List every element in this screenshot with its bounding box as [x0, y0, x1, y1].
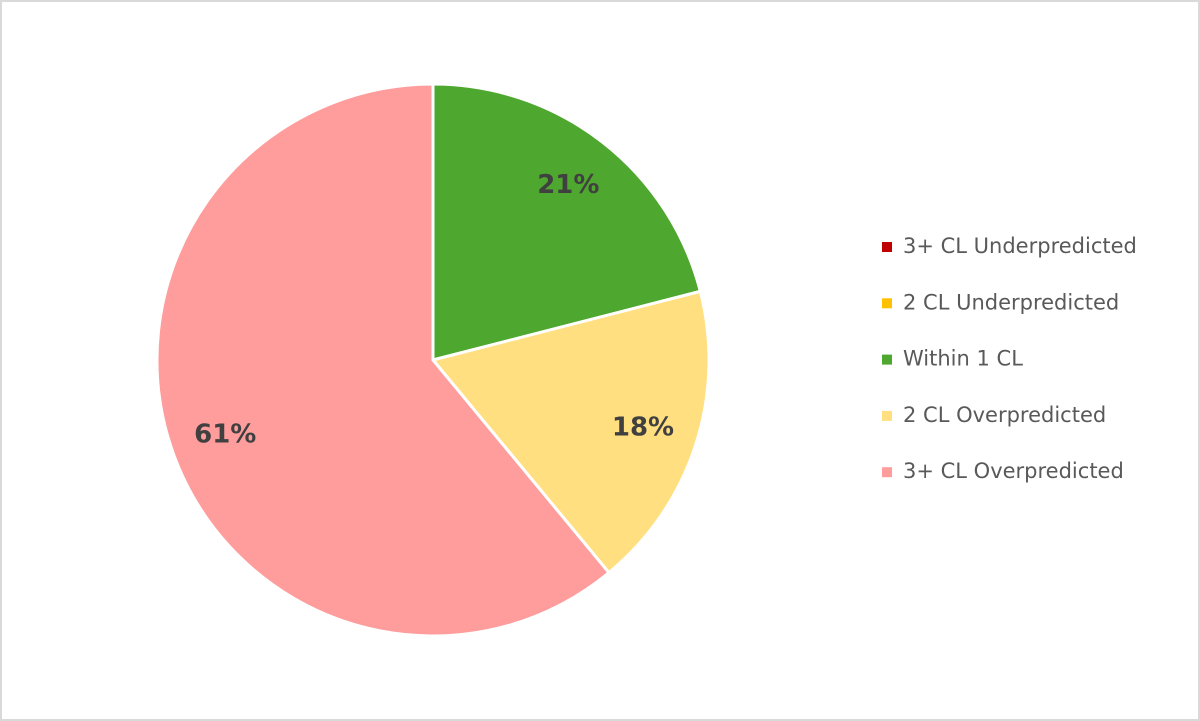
legend-marker: [882, 298, 892, 309]
legend-marker: [882, 354, 892, 365]
data-label: 18%: [612, 413, 674, 443]
legend-label: Within 1 CL: [903, 347, 1023, 371]
pie-slice: [155, 82, 612, 638]
pie-slice: [431, 82, 703, 362]
data-label: 21%: [537, 170, 599, 200]
legend-label: 2 CL Overpredicted: [903, 403, 1106, 427]
legend-label: 3+ CL Overpredicted: [903, 459, 1124, 483]
pie-slice: [430, 289, 711, 575]
legend-marker: [882, 467, 892, 478]
legend-marker: [882, 242, 892, 252]
legend-marker: [882, 410, 892, 421]
legend-label: 3+ CL Underpredicted: [903, 234, 1137, 258]
data-label: 61%: [194, 419, 256, 449]
legend-label: 2 CL Underpredicted: [903, 290, 1119, 314]
